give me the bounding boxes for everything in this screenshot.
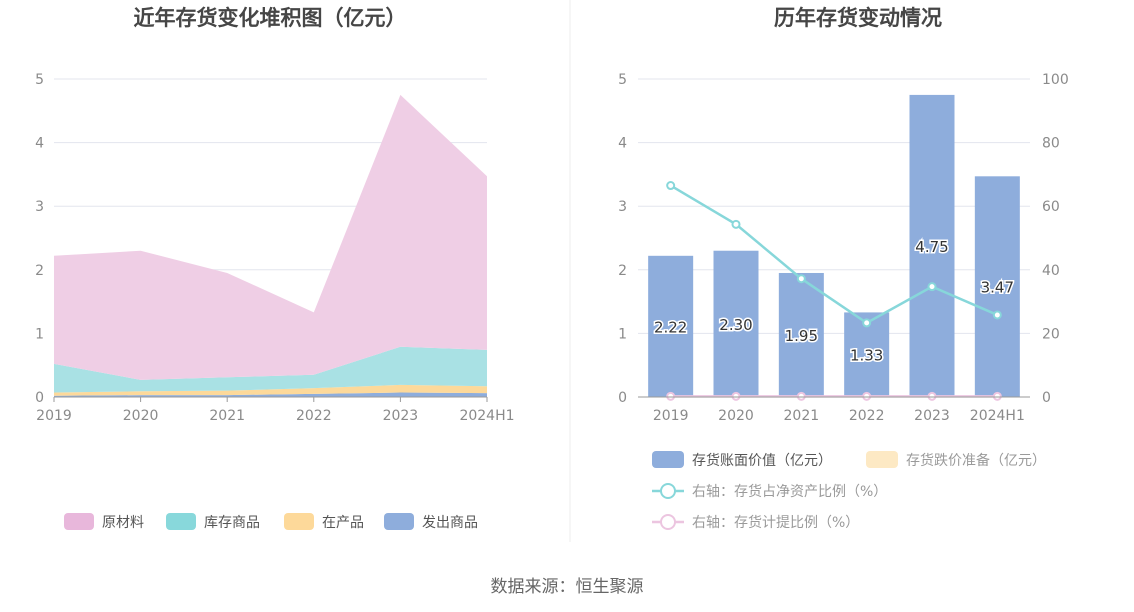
left-x-tick-label: 2021 xyxy=(209,408,245,424)
legend-label: 原材料 xyxy=(102,515,144,531)
data-source-note: 数据来源：恒生聚源 xyxy=(491,577,644,597)
right-left-y-tick-label: 3 xyxy=(618,199,627,215)
line-point xyxy=(927,391,937,401)
right-x-tick-label: 2023 xyxy=(914,408,950,424)
line-point xyxy=(862,391,872,401)
left-y-tick-label: 0 xyxy=(35,390,44,406)
right-left-y-tick-label: 2 xyxy=(618,263,627,279)
right-left-y-tick-label: 1 xyxy=(618,326,627,342)
left-y-tick-label: 2 xyxy=(35,263,44,279)
line-point xyxy=(666,181,676,191)
right-left-y-tick-label: 5 xyxy=(618,72,627,88)
right-right-y-tick-label: 100 xyxy=(1042,72,1069,88)
legend-label: 在产品 xyxy=(322,515,364,531)
line-point xyxy=(731,219,741,229)
line-point xyxy=(862,318,872,328)
line-point xyxy=(666,391,676,401)
bar-value-label: 2.30 xyxy=(719,316,752,334)
bar-value-label: 2.22 xyxy=(654,318,687,336)
area-原材料 xyxy=(54,94,487,380)
line-point xyxy=(796,274,806,284)
legend-swatch xyxy=(64,513,94,530)
right-x-tick-label: 2022 xyxy=(849,408,885,424)
left-chart-title: 近年存货变化堆积图（亿元） xyxy=(134,6,407,30)
legend-label: 右轴：存货计提比例（%） xyxy=(692,514,859,531)
legend-swatch xyxy=(866,451,898,468)
right-right-y-tick-label: 60 xyxy=(1042,199,1060,215)
bar-value-label: 1.95 xyxy=(785,327,818,345)
stacked-area-chart: 近年存货变化堆积图（亿元） 0 1 2 3 4 5 2019 2020 2021 2022 202… xyxy=(35,6,514,531)
bar-value-label: 1.33 xyxy=(850,347,883,365)
right-x-tick-label: 2024H1 xyxy=(970,408,1025,424)
bar-inventory-value xyxy=(909,94,955,398)
legend-swatch xyxy=(166,513,196,530)
bar-inventory-value xyxy=(974,176,1020,397)
line-右轴：存货占净资产比例（%） xyxy=(670,184,998,325)
legend-label: 存货账面价值（亿元） xyxy=(692,452,832,469)
right-left-y-tick-label: 0 xyxy=(618,390,627,406)
legend-swatch xyxy=(384,513,414,530)
legend-label: 存货跌价准备（亿元） xyxy=(906,452,1046,469)
line-point xyxy=(992,310,1002,320)
right-left-y-tick-label: 4 xyxy=(618,136,627,152)
left-x-tick-label: 2023 xyxy=(383,408,419,424)
area-在产品 xyxy=(54,384,487,396)
bar-value-label: 4.75 xyxy=(915,238,948,256)
left-y-tick-label: 4 xyxy=(35,136,44,152)
left-y-tick-label: 3 xyxy=(35,199,44,215)
legend-swatch xyxy=(284,513,314,530)
right-right-y-tick-label: 80 xyxy=(1042,136,1060,152)
legend-swatch xyxy=(652,451,684,468)
line-point xyxy=(927,282,937,292)
left-x-tick-label: 2022 xyxy=(296,408,332,424)
bar-inventory-value xyxy=(713,250,759,397)
legend-marker xyxy=(660,483,676,499)
right-x-tick-label: 2021 xyxy=(784,408,820,424)
left-y-tick-label: 1 xyxy=(35,326,44,342)
left-x-tick-label: 2019 xyxy=(36,408,72,424)
right-right-y-tick-label: 20 xyxy=(1042,326,1060,342)
area-库存商品 xyxy=(54,346,487,393)
bar-line-chart: 历年存货变动情况 0 0 1 20 2 40 3 60 4 80 5 100 2019 2020 2021… xyxy=(618,6,1069,531)
line-point xyxy=(796,391,806,401)
right-right-y-tick-label: 40 xyxy=(1042,263,1060,279)
legend-label: 发出商品 xyxy=(422,515,478,531)
legend-label: 库存商品 xyxy=(204,515,260,531)
bar-value-label: 3.47 xyxy=(981,279,1014,297)
line-point xyxy=(992,391,1002,401)
right-right-y-tick-label: 0 xyxy=(1042,390,1051,406)
bar-inventory-value xyxy=(778,272,824,397)
right-x-tick-label: 2020 xyxy=(718,408,754,424)
right-chart-title: 历年存货变动情况 xyxy=(774,6,942,30)
right-x-tick-label: 2019 xyxy=(653,408,689,424)
line-point xyxy=(731,391,741,401)
left-x-tick-label: 2024H1 xyxy=(459,408,514,424)
bar-inventory-value xyxy=(648,255,694,397)
left-x-tick-label: 2020 xyxy=(123,408,159,424)
legend-label: 右轴：存货占净资产比例（%） xyxy=(692,483,887,500)
legend-marker xyxy=(660,514,676,530)
left-y-tick-label: 5 xyxy=(35,72,44,88)
area-发出商品 xyxy=(54,392,487,397)
